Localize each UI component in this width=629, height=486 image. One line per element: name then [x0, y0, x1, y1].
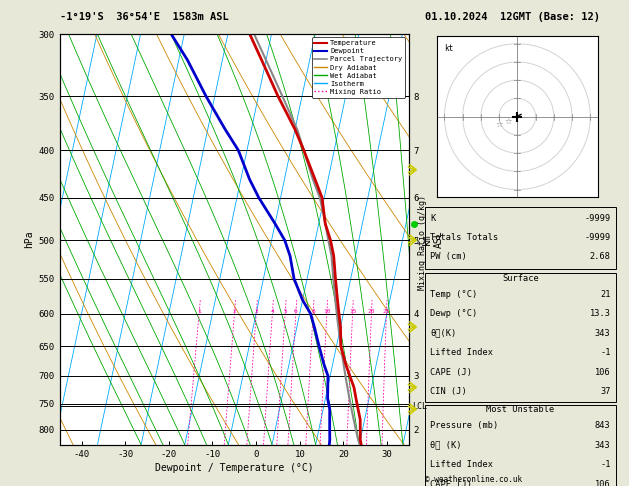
Text: 6: 6 — [294, 309, 298, 314]
Text: Pressure (mb): Pressure (mb) — [430, 421, 499, 430]
Text: CAPE (J): CAPE (J) — [430, 368, 472, 377]
Text: -1: -1 — [600, 348, 611, 357]
Y-axis label: km
ASL: km ASL — [422, 230, 443, 248]
Text: -9999: -9999 — [584, 233, 611, 242]
Text: Lifted Index: Lifted Index — [430, 460, 493, 469]
Text: 10: 10 — [323, 309, 331, 314]
Text: Totals Totals: Totals Totals — [430, 233, 499, 242]
Text: PW (cm): PW (cm) — [430, 253, 467, 261]
Text: 343: 343 — [595, 329, 611, 338]
Text: Mixing Ratio (g/kg): Mixing Ratio (g/kg) — [418, 195, 427, 291]
Legend: Temperature, Dewpoint, Parcel Trajectory, Dry Adiabat, Wet Adiabat, Isotherm, Mi: Temperature, Dewpoint, Parcel Trajectory… — [311, 37, 405, 98]
Text: 3: 3 — [254, 309, 258, 314]
Text: 843: 843 — [595, 421, 611, 430]
Text: Most Unstable: Most Unstable — [486, 405, 555, 414]
Text: -1°19'S  36°54'E  1583m ASL: -1°19'S 36°54'E 1583m ASL — [60, 12, 228, 22]
Text: 343: 343 — [595, 441, 611, 450]
Text: Dewp (°C): Dewp (°C) — [430, 310, 477, 318]
X-axis label: Dewpoint / Temperature (°C): Dewpoint / Temperature (°C) — [155, 463, 314, 473]
Text: 21: 21 — [600, 290, 611, 299]
Text: 15: 15 — [349, 309, 357, 314]
Text: Temp (°C): Temp (°C) — [430, 290, 477, 299]
Bar — [425, 274, 616, 402]
Text: 2.68: 2.68 — [589, 253, 611, 261]
Text: Lifted Index: Lifted Index — [430, 348, 493, 357]
Y-axis label: hPa: hPa — [25, 230, 35, 248]
Text: CAPE (J): CAPE (J) — [430, 480, 472, 486]
Text: θᴀ(K): θᴀ(K) — [430, 329, 457, 338]
Text: 13.3: 13.3 — [589, 310, 611, 318]
Text: ☆: ☆ — [504, 118, 512, 127]
Text: 5: 5 — [283, 309, 287, 314]
Text: LCL: LCL — [413, 402, 427, 411]
Text: CIN (J): CIN (J) — [430, 387, 467, 396]
Text: 25: 25 — [382, 309, 390, 314]
Text: -1: -1 — [600, 460, 611, 469]
Text: -9999: -9999 — [584, 214, 611, 223]
Text: 20: 20 — [368, 309, 375, 314]
Text: 2: 2 — [233, 309, 237, 314]
Text: 106: 106 — [595, 480, 611, 486]
Text: 01.10.2024  12GMT (Base: 12): 01.10.2024 12GMT (Base: 12) — [425, 12, 599, 22]
Text: 106: 106 — [595, 368, 611, 377]
Text: 37: 37 — [600, 387, 611, 396]
Text: ☆: ☆ — [496, 121, 503, 130]
Text: θᴀ (K): θᴀ (K) — [430, 441, 462, 450]
Text: 8: 8 — [311, 309, 315, 314]
Text: 1: 1 — [198, 309, 201, 314]
Bar — [425, 207, 616, 269]
Text: kt: kt — [445, 44, 454, 53]
Text: 4: 4 — [270, 309, 274, 314]
Bar — [425, 405, 616, 486]
Text: K: K — [430, 214, 435, 223]
Text: © weatheronline.co.uk: © weatheronline.co.uk — [425, 474, 521, 484]
Text: Surface: Surface — [502, 274, 539, 283]
